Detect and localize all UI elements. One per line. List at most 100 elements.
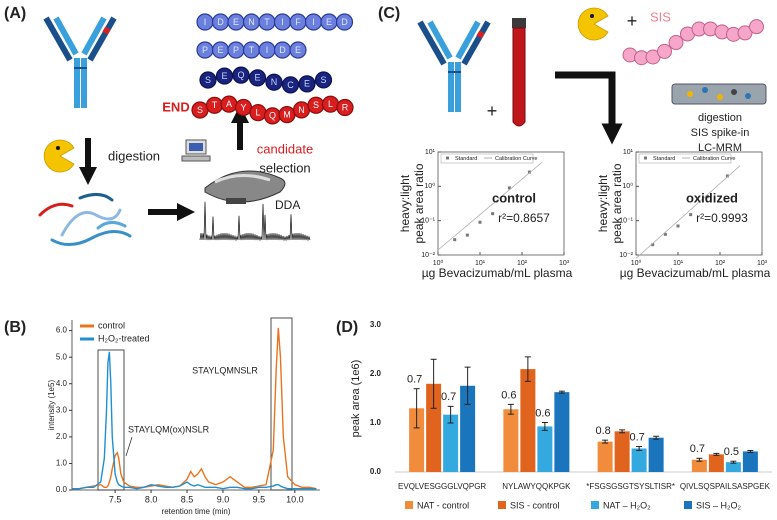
bar xyxy=(520,369,536,472)
bead xyxy=(336,98,354,117)
legend-swatch xyxy=(446,156,449,160)
x-tick-label: 8.0 xyxy=(145,494,158,504)
legend-label: Standard xyxy=(455,156,477,162)
calibration-curve xyxy=(437,162,543,251)
bead-letter: D xyxy=(217,17,224,27)
standard-point xyxy=(507,186,511,190)
bar xyxy=(708,454,724,472)
annotation: r²=0.8657 xyxy=(498,211,550,225)
sis-label: SIS xyxy=(650,9,671,24)
bead-letter: E xyxy=(254,73,260,83)
y-tick-label: 10¹ xyxy=(425,149,436,156)
bead xyxy=(248,69,267,87)
ratio-label: 0.7 xyxy=(441,391,456,403)
standard-point xyxy=(465,233,469,237)
bead xyxy=(737,25,753,41)
y-tick-label: 6.0 xyxy=(56,326,68,335)
bar xyxy=(742,451,758,472)
bead-letter: L xyxy=(255,108,260,118)
bead-letter: E xyxy=(233,17,239,27)
bead-letter: S xyxy=(205,75,211,85)
bead-letter: T xyxy=(264,17,270,27)
y-tick-label: 5.0 xyxy=(56,352,68,361)
bar xyxy=(691,459,707,472)
ratio-label: 0.7 xyxy=(407,374,422,386)
y-tick-label: 10⁰ xyxy=(622,182,633,190)
plot-frame xyxy=(635,151,763,256)
bead-letter: I xyxy=(266,45,269,55)
standard-point xyxy=(705,195,709,199)
legend-frame xyxy=(638,153,732,164)
bead-letter: L xyxy=(328,99,333,109)
bead xyxy=(314,71,333,89)
y-axis-label: peak area ratio xyxy=(610,163,624,243)
legend-label: control xyxy=(98,320,125,330)
bar xyxy=(725,462,741,472)
x-tick-label: 10³ xyxy=(559,260,570,267)
ratio-label: 0.7 xyxy=(629,431,644,443)
step-label: SIS spike-in xyxy=(691,127,750,139)
standard-point xyxy=(527,170,531,174)
standard-point xyxy=(651,243,655,247)
legend-frame xyxy=(440,153,534,164)
mass-spectrometer xyxy=(204,170,286,204)
y-tick-label: 10⁰ xyxy=(424,182,435,190)
y-tick-label: 1.0 xyxy=(370,418,382,427)
bead-letter: P xyxy=(202,45,208,55)
y-axis-label: heavy:light xyxy=(596,174,610,232)
bead-letter: Q xyxy=(269,111,276,121)
x-tick-label: 9.0 xyxy=(217,494,230,504)
bar xyxy=(597,441,613,472)
enzyme-icon xyxy=(43,139,75,173)
computer-icon xyxy=(181,139,211,162)
bead-letter: N xyxy=(271,77,278,87)
x-tick-label: EVQLVESGGGLVQPGR xyxy=(398,482,486,491)
annotation: r²=0.9993 xyxy=(696,211,748,225)
y-tick-label: 0.0 xyxy=(56,485,68,494)
method-label: DDA xyxy=(275,198,300,212)
ratio-label: 0.7 xyxy=(690,443,705,455)
legend-label: Calibration Curve xyxy=(693,156,736,162)
peptide-fragments xyxy=(38,193,132,246)
x-tick-label: 8.5 xyxy=(181,494,194,504)
spectrum xyxy=(199,201,311,242)
legend-label: NAT – H₂O₂ xyxy=(603,500,651,510)
y-tick-label: 2.0 xyxy=(56,432,68,441)
y-tick-label: 10⁻¹ xyxy=(421,218,435,225)
bead-letter: I xyxy=(204,17,207,27)
y-axis-label: intensity (1e5) xyxy=(47,380,56,431)
bead-letter: C xyxy=(287,80,294,90)
y-tick-label: 10⁻² xyxy=(619,252,633,259)
bead-letter: Q xyxy=(237,70,244,80)
x-tick-label: 10² xyxy=(517,260,528,267)
x-tick-label: 10¹ xyxy=(673,260,684,267)
x-tick-label: *FSGSGSGTSYSLTISR* xyxy=(586,482,675,491)
annotation: STAYLQMNSLR xyxy=(192,365,258,375)
bar xyxy=(648,437,664,472)
step-label: digestion xyxy=(108,148,160,163)
bead-letter: E xyxy=(295,45,301,55)
bead-letter: N xyxy=(248,17,255,27)
standard-point xyxy=(725,174,729,178)
bar xyxy=(614,431,630,472)
bead-letter: E xyxy=(304,79,310,89)
y-tick-label: 4.0 xyxy=(56,379,68,388)
bead-letter: R xyxy=(342,102,349,112)
legend-label: SIS - control xyxy=(510,500,560,510)
annotation-line xyxy=(125,436,133,457)
ratio-label: 0.6 xyxy=(501,389,516,401)
bead-letter: Y xyxy=(240,102,246,112)
ratio-label: 0.6 xyxy=(535,407,550,419)
bead xyxy=(289,41,307,59)
y-tick-label: 10⁻¹ xyxy=(619,218,633,225)
x-tick-label: 10⁰ xyxy=(433,259,444,267)
bead xyxy=(298,75,316,93)
legend-swatch xyxy=(684,501,692,509)
step-label: digestion xyxy=(698,112,742,124)
bead-letter: D xyxy=(341,17,348,27)
legend-label: H₂O₂-treated xyxy=(98,333,150,343)
lc-column xyxy=(671,83,767,105)
ratio-label: 0.5 xyxy=(724,446,739,458)
legend-swatch xyxy=(591,501,599,509)
blood-tube xyxy=(512,18,526,127)
